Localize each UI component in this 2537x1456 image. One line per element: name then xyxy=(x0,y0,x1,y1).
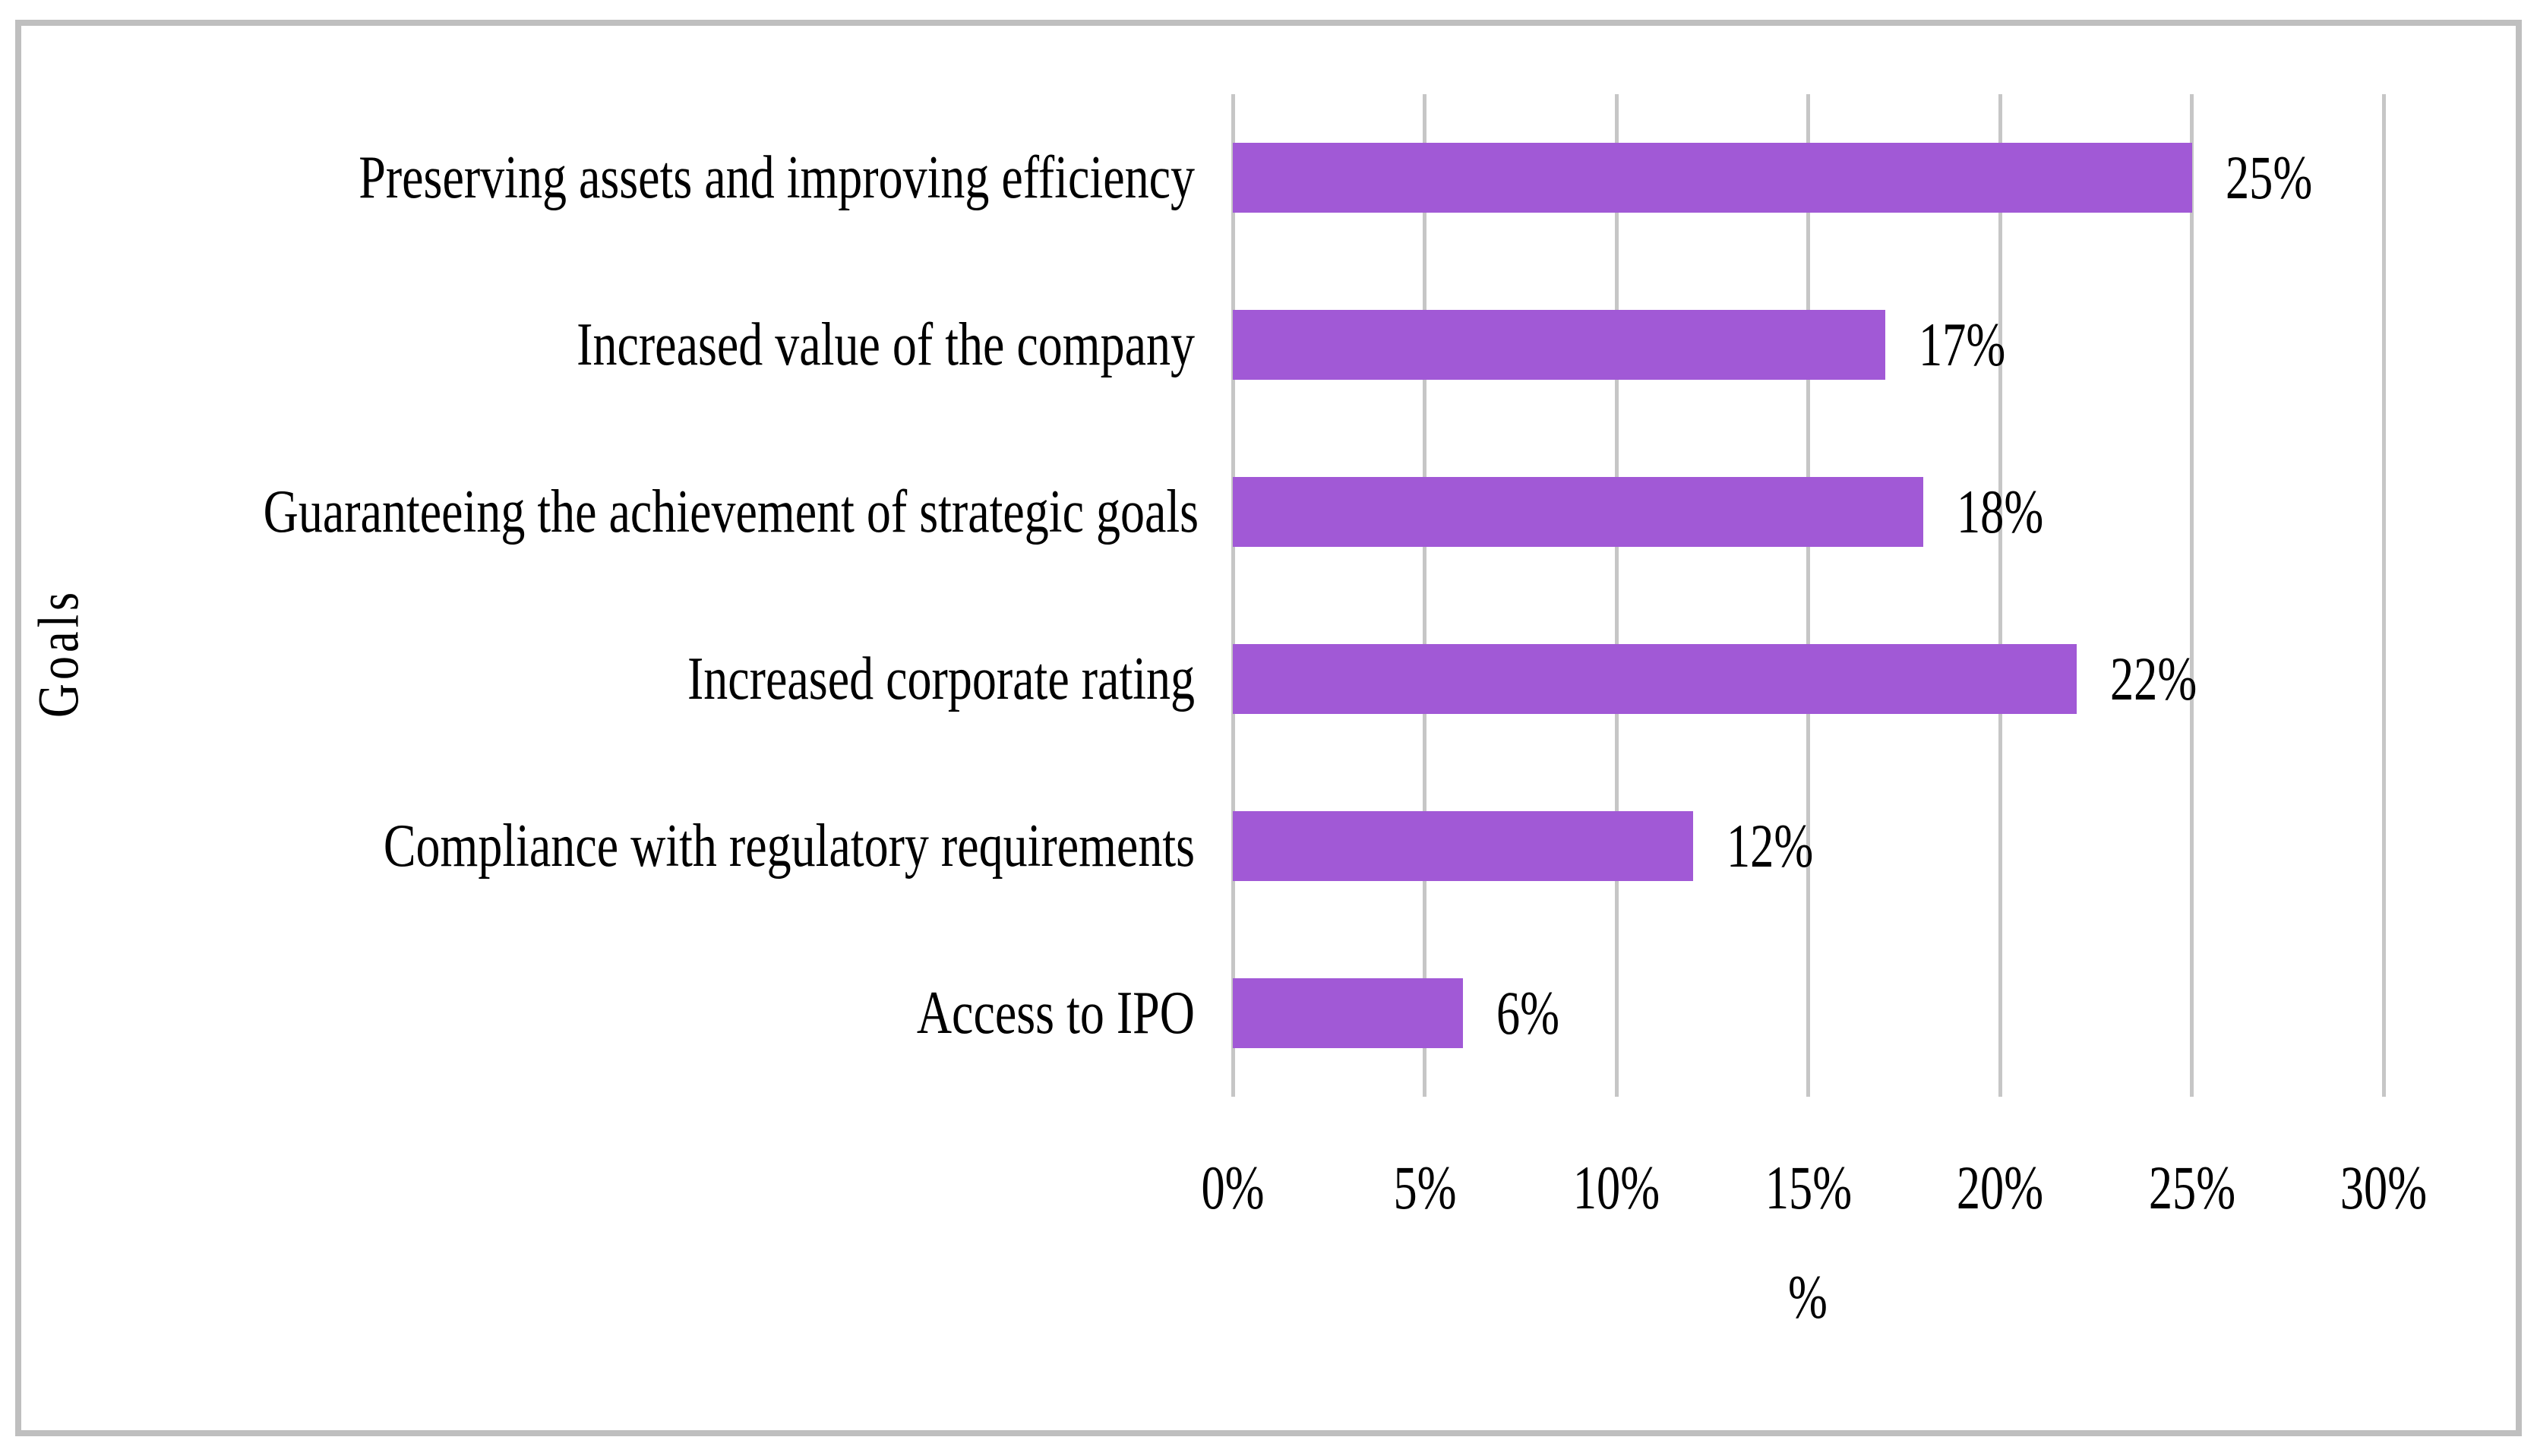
bar-value-label: 22% xyxy=(2110,644,2197,713)
gridline-15 xyxy=(1806,94,1810,1097)
gridline-20 xyxy=(1998,94,2002,1097)
category-label: Preserving assets and improving efficien… xyxy=(359,144,1195,211)
x-tick-label: 20% xyxy=(1956,1153,2044,1222)
gridline-25 xyxy=(2190,94,2194,1097)
x-tick-label: 0% xyxy=(1201,1153,1265,1222)
category-label: Compliance with regulatory requirements xyxy=(383,813,1195,880)
gridline-30 xyxy=(2381,94,2386,1097)
category-label: Guaranteeing the achievement of strategi… xyxy=(263,478,1199,545)
bar xyxy=(1233,310,1885,380)
x-axis-title: % xyxy=(1788,1262,1828,1331)
category-label: Access to IPO xyxy=(916,980,1195,1047)
bar xyxy=(1233,644,2077,714)
plot-area xyxy=(1231,94,2386,1097)
x-tick-label: 5% xyxy=(1392,1153,1457,1222)
x-tick-label: 10% xyxy=(1572,1153,1660,1222)
x-tick-label: 30% xyxy=(2340,1153,2428,1222)
bar-value-label: 12% xyxy=(1727,811,1814,880)
category-label: Increased value of the company xyxy=(577,311,1195,378)
gridline-10 xyxy=(1614,94,1619,1097)
gridline-0 xyxy=(1231,94,1235,1097)
bar xyxy=(1233,477,1923,547)
x-tick-label: 15% xyxy=(1765,1153,1852,1222)
bar-value-label: 18% xyxy=(1957,477,2044,546)
x-tick-label: 25% xyxy=(2148,1153,2235,1222)
y-axis-title: Goals xyxy=(27,589,91,718)
bar-value-label: 17% xyxy=(1918,310,2005,379)
gridline-5 xyxy=(1423,94,1426,1097)
bar-value-label: 25% xyxy=(2225,143,2312,212)
bar xyxy=(1233,811,1693,881)
bar xyxy=(1233,978,1463,1048)
category-label: Increased corporate rating xyxy=(687,646,1195,712)
bar-value-label: 6% xyxy=(1496,978,1560,1047)
bar xyxy=(1233,143,2192,213)
figure-border xyxy=(15,20,2522,1436)
